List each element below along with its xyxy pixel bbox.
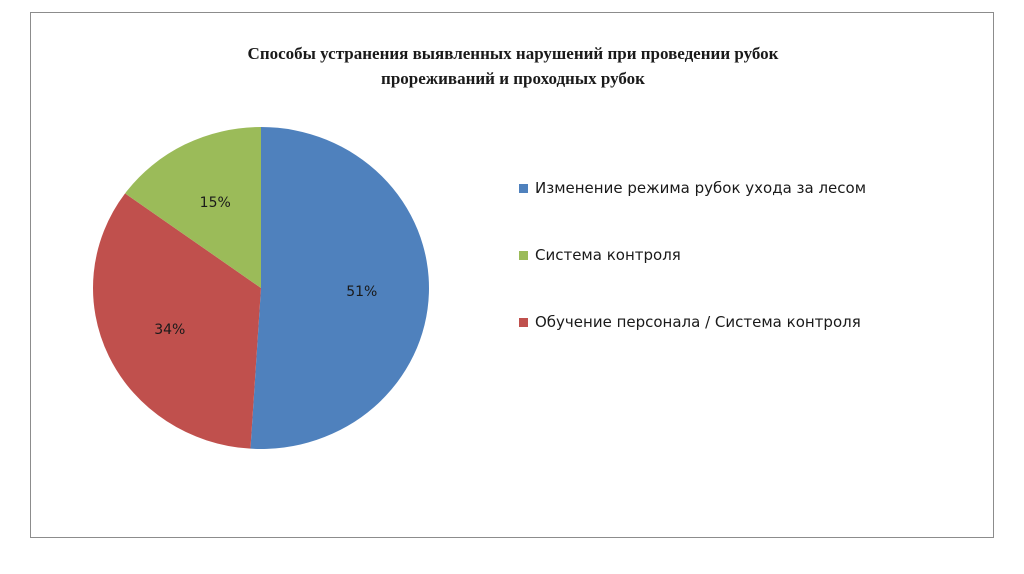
- data-label: 15%: [200, 195, 231, 211]
- chart-area: Способы устранения выявленных нарушений …: [30, 12, 994, 538]
- legend-label: Изменение режима рубок ухода за лесом: [535, 179, 867, 197]
- legend-item-staff-training: Обучение персонала / Система контроля: [519, 312, 866, 332]
- legend: Изменение режима рубок ухода за лесом Си…: [519, 178, 866, 379]
- legend-swatch: [519, 317, 528, 327]
- chart-title-line-2: прореживаний и проходных рубок: [381, 69, 645, 88]
- pie-slice: [92, 193, 261, 449]
- pie-slice: [250, 127, 429, 449]
- pie-chart: 51% 34% 15%: [92, 127, 429, 449]
- legend-item-control-system: Система контроля: [519, 245, 866, 265]
- chart-title: Способы устранения выявленных нарушений …: [31, 41, 995, 91]
- data-label: 51%: [346, 284, 377, 300]
- data-label: 34%: [154, 322, 185, 338]
- pie-slice: [125, 127, 261, 288]
- legend-swatch: [519, 183, 528, 193]
- chart-title-line-1: Способы устранения выявленных нарушений …: [247, 44, 779, 63]
- legend-label: Система контроля: [535, 246, 681, 264]
- legend-swatch: [519, 250, 528, 260]
- legend-label: Обучение персонала / Система контроля: [535, 313, 861, 331]
- legend-item-change-regime: Изменение режима рубок ухода за лесом: [519, 178, 866, 198]
